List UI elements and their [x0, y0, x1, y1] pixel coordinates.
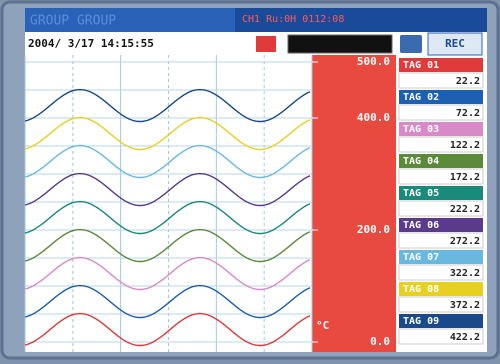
tag-name: TAG 04: [403, 156, 439, 167]
tag-value: 22.2: [456, 76, 480, 87]
tag-value: 172.2: [450, 172, 480, 183]
scale-label: 500.0: [357, 55, 390, 68]
tag-value: 322.2: [450, 268, 480, 279]
tag-name: TAG 08: [403, 284, 439, 295]
memory-bar: [288, 35, 392, 53]
tag-name: TAG 05: [403, 188, 439, 199]
tag-name: TAG 03: [403, 124, 439, 135]
tag-name: TAG 07: [403, 252, 439, 263]
scale-label: 400.0: [357, 111, 390, 124]
alarm-indicator: [256, 36, 276, 52]
scale-panel: [312, 55, 396, 352]
tag-value: 372.2: [450, 300, 480, 311]
tag-value: 122.2: [450, 140, 480, 151]
rec-label: REC: [445, 37, 465, 50]
status-text: CH1 Ru:0H 0112:08: [242, 14, 344, 25]
scale-label: 0.0: [370, 335, 390, 348]
unit-label: °C: [316, 319, 329, 332]
tag-value: 222.2: [450, 204, 480, 215]
tag-name: TAG 09: [403, 316, 439, 327]
tag-name: TAG 02: [403, 92, 439, 103]
disk-icon: [400, 35, 422, 53]
tag-value: 272.2: [450, 236, 480, 247]
date-time: 2004/ 3/17 14:15:55: [28, 37, 154, 50]
tag-name: TAG 06: [403, 220, 439, 231]
tag-value: 422.2: [450, 332, 480, 343]
tag-name: TAG 01: [403, 60, 439, 71]
scale-label: 200.0: [357, 223, 390, 236]
tag-value: 72.2: [456, 108, 480, 119]
group-title: GROUP GROUP: [30, 14, 116, 29]
recorder-screen: GROUP GROUP CH1 Ru:0H 0112:08 2004/ 3/17…: [0, 0, 500, 360]
